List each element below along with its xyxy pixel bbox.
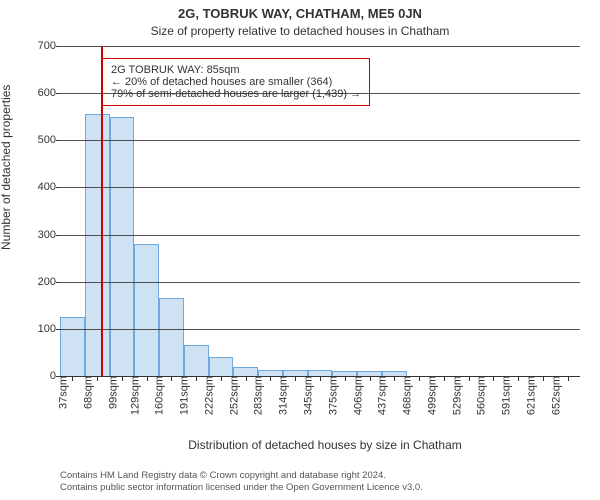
bar	[60, 317, 85, 376]
footer: Contains HM Land Registry data © Crown c…	[60, 470, 590, 494]
y-tick-mark	[56, 140, 60, 141]
bar	[159, 298, 184, 376]
x-tick-mark	[568, 376, 569, 381]
x-tick-mark	[72, 376, 73, 381]
x-tick-label: 499sqm	[420, 376, 438, 415]
gridline-h	[60, 235, 580, 236]
x-tick-label: 160sqm	[148, 376, 166, 415]
y-tick-mark	[56, 187, 60, 188]
chart-annotation: 2G TOBRUK WAY: 85sqm← 20% of detached ho…	[102, 58, 370, 106]
gridline-h	[60, 187, 580, 188]
bar	[209, 357, 234, 376]
x-tick-label: 621sqm	[519, 376, 537, 415]
x-tick-label: 191sqm	[173, 376, 191, 415]
y-tick-label: 700	[20, 40, 56, 52]
footer-line-2: Contains public sector information licen…	[60, 482, 590, 494]
y-tick-label: 400	[20, 181, 56, 193]
x-tick-label: 591sqm	[495, 376, 513, 415]
chart-subtitle: Size of property relative to detached ho…	[0, 24, 600, 38]
x-tick-label: 529sqm	[445, 376, 463, 415]
x-tick-label: 345sqm	[296, 376, 314, 415]
bar	[184, 345, 209, 376]
page-title: 2G, TOBRUK WAY, CHATHAM, ME5 0JN	[0, 6, 600, 21]
y-tick-label: 200	[20, 276, 56, 288]
footer-line-1: Contains HM Land Registry data © Crown c…	[60, 470, 590, 482]
plot-area: 2G TOBRUK WAY: 85sqm← 20% of detached ho…	[60, 46, 580, 377]
x-tick-label: 99sqm	[101, 376, 119, 409]
y-tick-mark	[56, 93, 60, 94]
y-tick-mark	[56, 235, 60, 236]
x-tick-label: 375sqm	[321, 376, 339, 415]
bar	[134, 244, 159, 376]
gridline-h	[60, 282, 580, 283]
gridline-h	[60, 329, 580, 330]
y-tick-label: 100	[20, 323, 56, 335]
x-tick-label: 406sqm	[346, 376, 364, 415]
annotation-line: ← 20% of detached houses are smaller (36…	[111, 76, 361, 88]
x-tick-label: 437sqm	[371, 376, 389, 415]
gridline-h	[60, 93, 580, 94]
x-tick-label: 252sqm	[222, 376, 240, 415]
y-tick-mark	[56, 282, 60, 283]
x-axis-label: Distribution of detached houses by size …	[60, 438, 590, 452]
property-marker-line	[101, 46, 103, 376]
bar	[233, 367, 258, 376]
x-tick-label: 37sqm	[52, 376, 70, 409]
x-tick-label: 129sqm	[123, 376, 141, 415]
x-tick-mark	[97, 376, 98, 381]
y-tick-label: 500	[20, 134, 56, 146]
x-tick-label: 560sqm	[470, 376, 488, 415]
x-tick-label: 468sqm	[395, 376, 413, 415]
y-tick-mark	[56, 46, 60, 47]
bar	[85, 114, 110, 376]
gridline-h	[60, 46, 580, 47]
y-tick-label: 600	[20, 87, 56, 99]
chart-container: 2G, TOBRUK WAY, CHATHAM, ME5 0JN Size of…	[0, 0, 600, 500]
annotation-line: 2G TOBRUK WAY: 85sqm	[111, 64, 361, 76]
x-tick-label: 314sqm	[272, 376, 290, 415]
x-tick-label: 283sqm	[247, 376, 265, 415]
gridline-h	[60, 140, 580, 141]
y-tick-mark	[56, 329, 60, 330]
x-tick-label: 222sqm	[197, 376, 215, 415]
y-tick-label: 300	[20, 229, 56, 241]
bar	[110, 117, 135, 376]
x-tick-label: 652sqm	[544, 376, 562, 415]
x-tick-label: 68sqm	[77, 376, 95, 409]
y-axis-label: Number of detached properties	[0, 85, 13, 250]
